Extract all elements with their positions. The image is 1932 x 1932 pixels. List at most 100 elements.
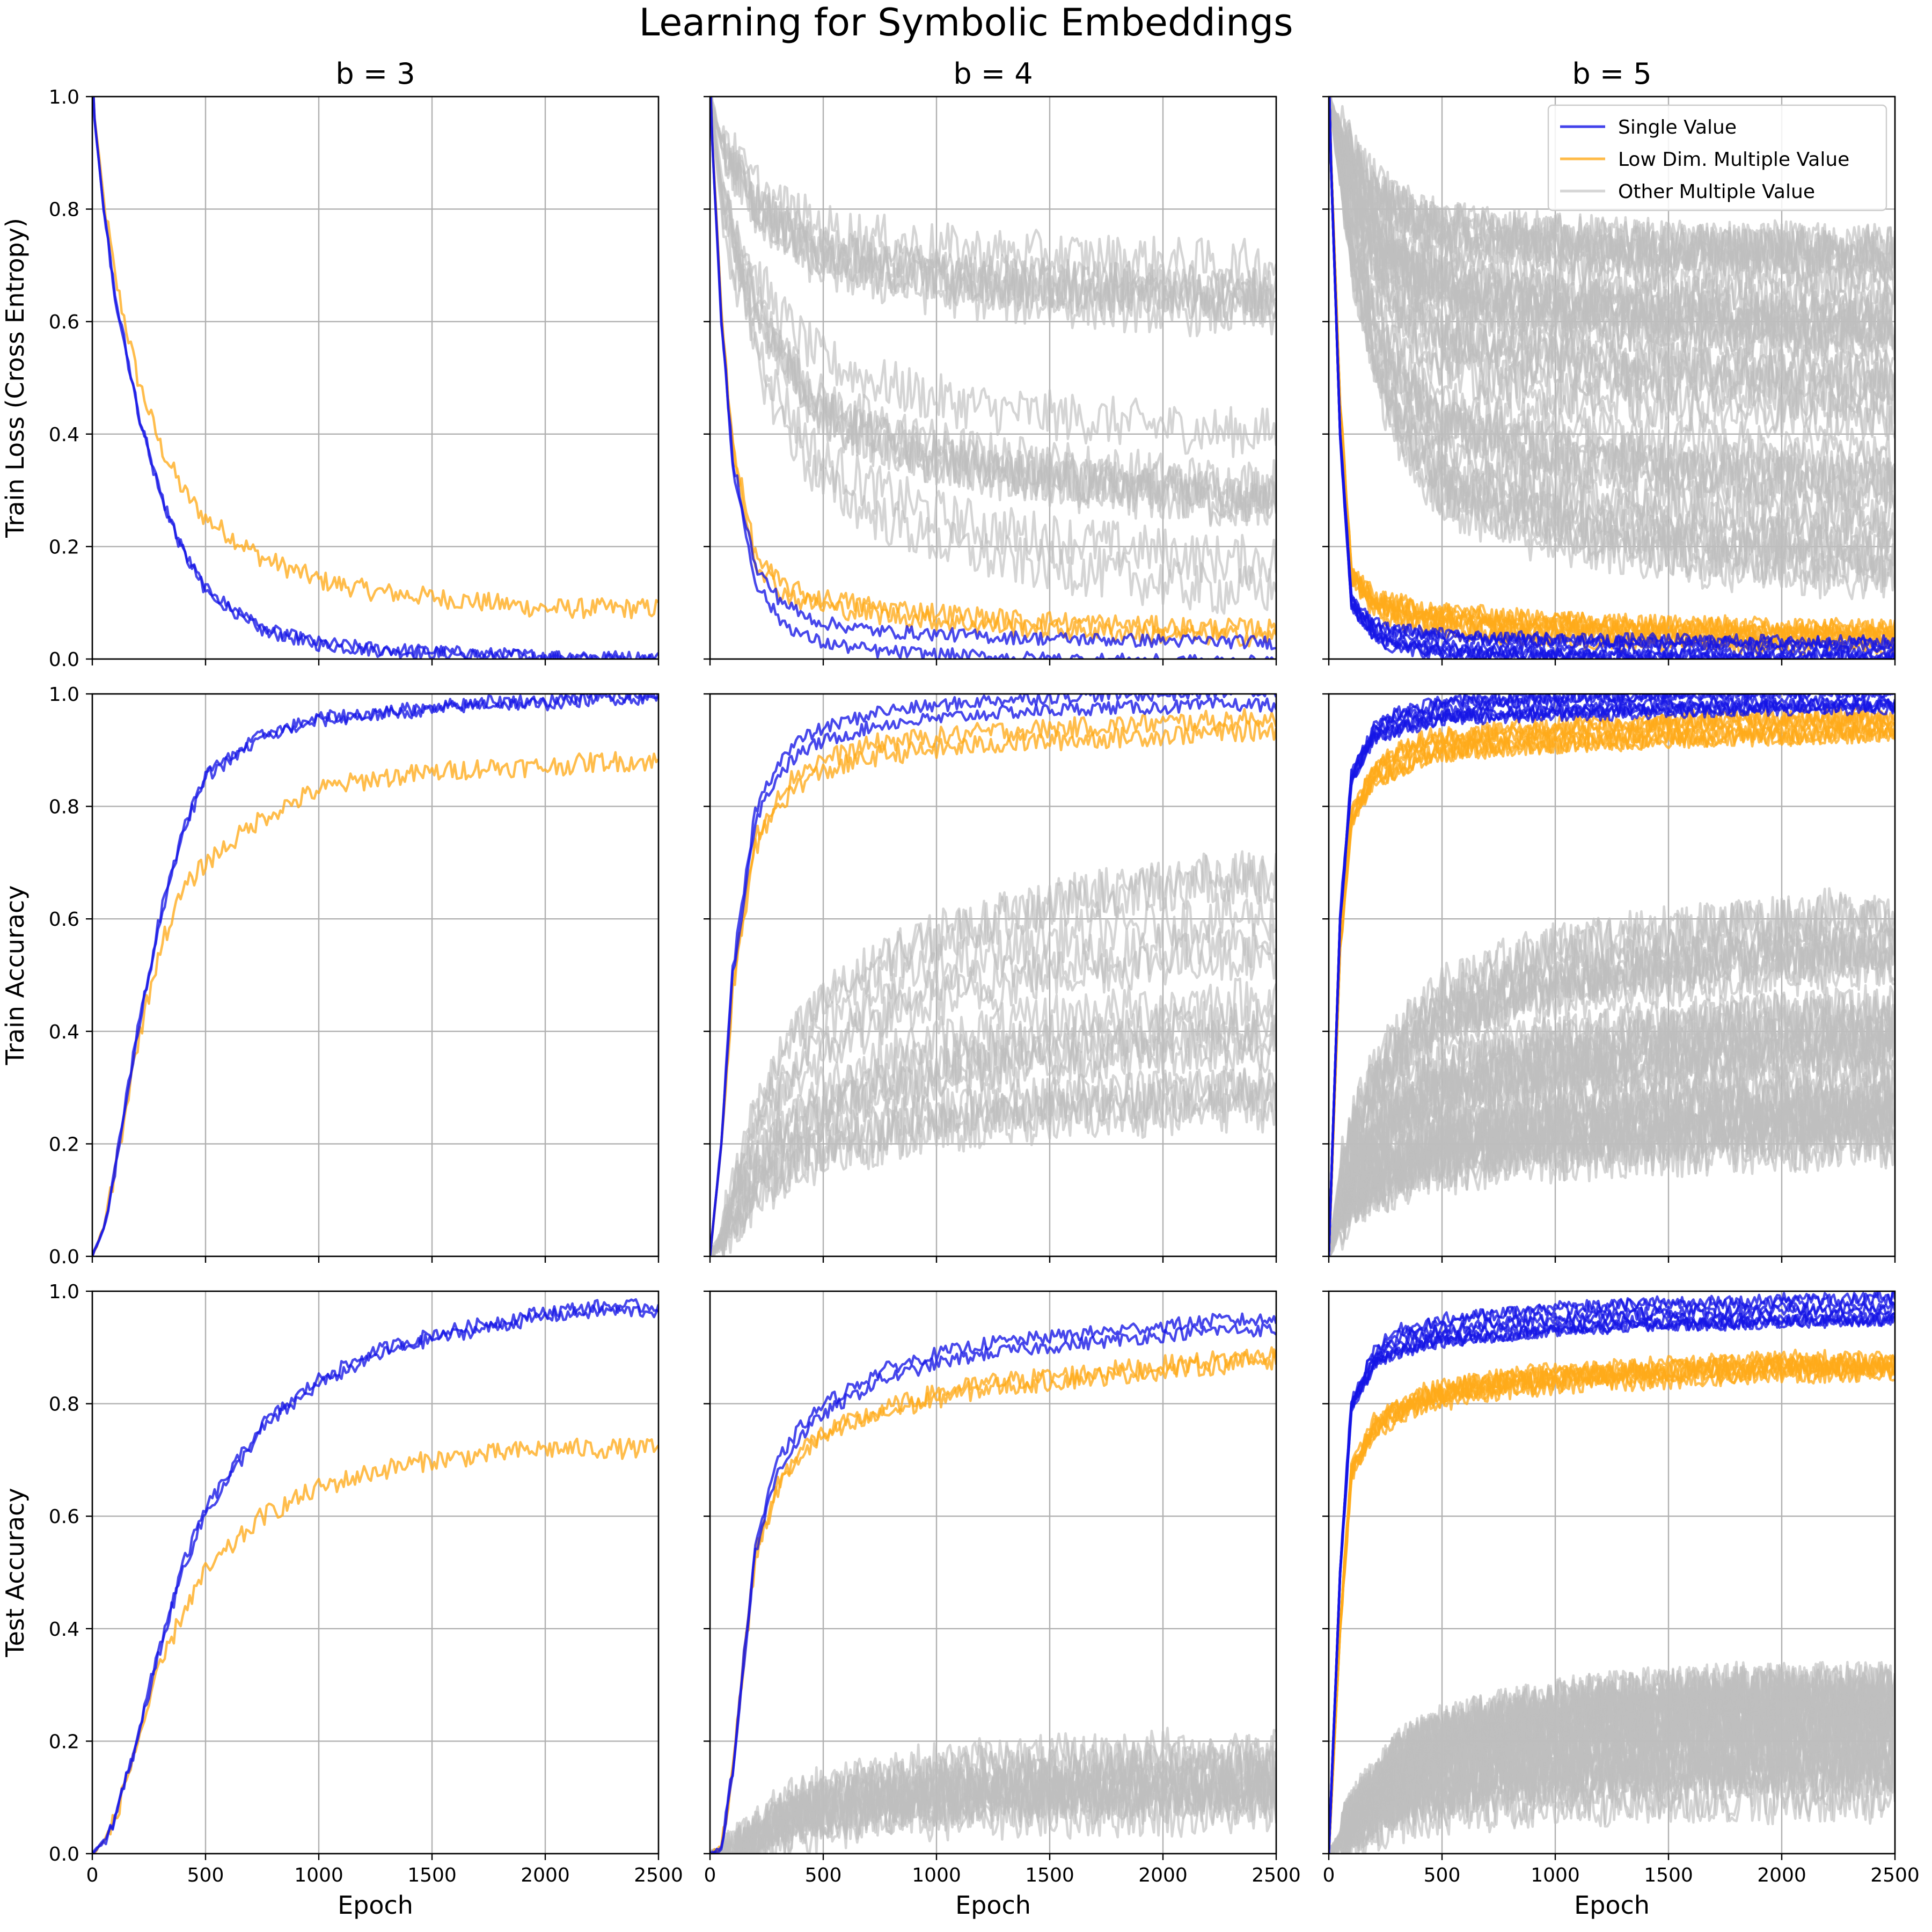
ticks (1322, 96, 1896, 665)
column-title: b = 4 (953, 57, 1033, 91)
other-series-line (1329, 97, 1895, 423)
single-series-line (710, 1322, 1276, 1854)
axes-frame (91, 96, 660, 660)
axes-frame (1328, 1290, 1896, 1855)
other-series-line (1329, 1664, 1895, 1854)
legend-box (1547, 104, 1887, 211)
x-tick-label: 2000 (521, 1864, 570, 1886)
x-tick-label: 1000 (1531, 1864, 1580, 1886)
other-series-line (1329, 1750, 1895, 1854)
y-tick-label: 0.6 (49, 909, 79, 931)
legend-other-label: Other Multiple Value (1618, 181, 1815, 203)
panels: 0.0 0.2 0.4 0.6 0.8 1.0 b = 3 Train Loss (Cross… (1, 57, 1920, 1920)
other-series-line (1329, 97, 1895, 350)
single-series-line (92, 97, 658, 659)
other-series-line (710, 1775, 1276, 1854)
panel-1-1: 0.0 0.2 0.4 0.6 0.8 1.0 b = 3 Train Loss (Cross… (1, 57, 660, 671)
axes-frame (709, 1290, 1277, 1855)
other-series-line (1329, 1103, 1895, 1256)
lowdim-series-line (710, 97, 1276, 640)
lowdim-series-line (710, 719, 1276, 1256)
single-series-line (1329, 97, 1895, 659)
lowdim-series-line (710, 1346, 1276, 1854)
panel-2-2 (704, 693, 1277, 1263)
other-series-line (710, 1082, 1276, 1256)
y-tick-label: 1.0 (49, 684, 79, 706)
ticks (704, 693, 1277, 1263)
x-tick-label: 500 (187, 1864, 224, 1886)
panel-1-3: b = 5 Single Value Low Dim. Multiple Value… (1322, 57, 1896, 665)
single-series-line (92, 1304, 658, 1854)
other-series-line (710, 889, 1276, 1256)
x-tick-label: 1500 (407, 1864, 457, 1886)
single-series-line (92, 97, 658, 659)
x-tick-label: 2500 (1870, 1864, 1920, 1886)
y-tick-label: 1.0 (49, 86, 79, 108)
axes-frame (91, 693, 660, 1257)
other-series-line (1329, 97, 1895, 502)
single-series-line (1329, 1308, 1895, 1854)
column-title: b = 5 (1572, 57, 1651, 91)
lowdim-series-line (92, 751, 658, 1256)
other-series-line (710, 97, 1276, 458)
ticks (1322, 693, 1896, 1263)
y-axis-label: Train Accuracy (1, 885, 30, 1065)
other-series-line (1329, 1696, 1895, 1854)
y-tick-label: 0.4 (49, 1021, 79, 1043)
lowdim-series-line (92, 97, 658, 619)
lowdim-series-line (1329, 722, 1895, 1256)
ticks: 0.0 0.2 0.4 0.6 0.8 1.0 (49, 684, 660, 1268)
single-series-line (1329, 1291, 1895, 1854)
ticks: 0 500 1000 1500 2000 2500 (704, 1290, 1301, 1886)
single-series-line (1329, 97, 1895, 659)
legend: Single Value Low Dim. Multiple Value Other… (1547, 104, 1887, 211)
series-lines (92, 97, 658, 659)
y-tick-label: 0.6 (49, 1506, 79, 1528)
y-axis-label: Train Loss (Cross Entropy) (1, 218, 30, 538)
lowdim-series-line (92, 1437, 658, 1854)
other-series-line (1329, 1118, 1895, 1256)
other-series-line (1329, 1084, 1895, 1256)
axes-frame (709, 96, 1277, 660)
x-tick-label: 0 (86, 1864, 99, 1886)
ticks: 0 500 1000 1500 2000 2500 (1322, 1290, 1920, 1886)
other-series-line (710, 1023, 1276, 1256)
other-series-line (710, 929, 1276, 1256)
axes-frame (709, 693, 1277, 1257)
legend-lowdim-label: Low Dim. Multiple Value (1618, 149, 1849, 171)
other-series-line (1329, 97, 1895, 512)
other-series-line (1329, 942, 1895, 1256)
x-tick-label: 1000 (912, 1864, 961, 1886)
lowdim-series-line (710, 1348, 1276, 1854)
single-series-line (1329, 697, 1895, 1256)
axes-frame (91, 1290, 660, 1855)
y-tick-label: 0.4 (49, 1619, 79, 1641)
y-tick-label: 0.0 (49, 1843, 79, 1865)
series-lines (92, 1298, 658, 1854)
y-tick-label: 0.2 (49, 1133, 79, 1155)
series-lines (1329, 1291, 1895, 1854)
single-series-line (710, 97, 1276, 659)
ticks: 0.0 0.2 0.4 0.6 0.8 1.0 (49, 86, 660, 671)
x-tick-label: 0 (704, 1864, 716, 1886)
x-tick-label: 1000 (294, 1864, 343, 1886)
y-tick-label: 1.0 (49, 1281, 79, 1303)
figure-title: Learning for Symbolic Embeddings (639, 1, 1293, 45)
y-tick-label: 0.2 (49, 1731, 79, 1753)
y-tick-label: 0.0 (49, 1246, 79, 1268)
other-series-line (710, 97, 1276, 523)
panel-3-3: 0 500 1000 1500 2000 2500 Epoch (1322, 1290, 1920, 1920)
x-axis-label: Epoch (955, 1891, 1031, 1920)
y-axis-label: Test Accuracy (1, 1488, 30, 1657)
series-lines (710, 1312, 1276, 1854)
other-series-line (710, 852, 1276, 1256)
x-tick-label: 2500 (634, 1864, 683, 1886)
x-axis-label: Epoch (1574, 1891, 1650, 1920)
single-series-line (710, 694, 1276, 1256)
x-tick-label: 1500 (1025, 1864, 1074, 1886)
panel-3-1: 0 500 1000 1500 2000 2500 0.0 0.2 0.4 0.6 0.8 1.0 Te… (1, 1281, 683, 1920)
ticks (704, 96, 1277, 665)
y-tick-label: 0.4 (49, 424, 79, 446)
panel-2-1: 0.0 0.2 0.4 0.6 0.8 1.0 Train Accuracy (1, 684, 660, 1268)
